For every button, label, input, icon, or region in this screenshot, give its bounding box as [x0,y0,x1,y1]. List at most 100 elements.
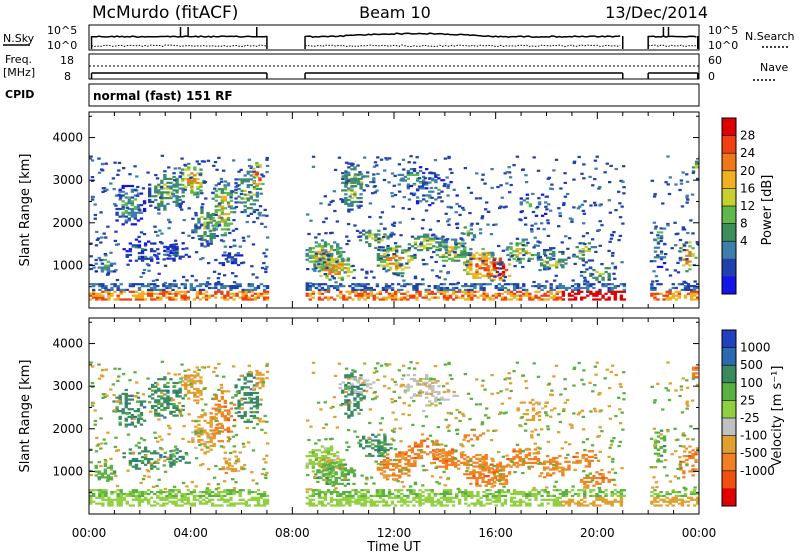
range-cell [360,285,364,288]
range-cell [147,459,151,463]
range-cell [136,421,141,424]
range-cell [354,489,358,492]
range-cell [527,252,532,255]
range-cell [430,256,434,259]
range-cell [250,290,255,293]
range-cell [485,296,489,299]
range-cell [314,256,319,259]
range-cell [680,205,685,208]
range-cell [445,504,450,507]
range-cell [581,253,585,256]
range-cell [177,504,181,507]
range-cell [686,198,690,201]
range-cell [110,498,114,501]
range-cell [668,500,672,503]
range-cell [92,290,96,293]
range-cell [122,298,126,301]
range-cell [356,177,360,181]
range-cell [433,492,437,496]
range-cell [442,492,447,496]
range-cell [509,298,514,301]
range-cell [484,263,488,266]
range-cell [397,173,401,177]
range-cell [376,264,381,267]
range-cell [230,256,235,259]
range-cell [336,492,340,496]
range-cell [203,442,207,446]
range-cell [357,235,361,239]
range-cell [187,368,191,371]
range-cell [263,225,268,229]
range-cell [577,286,581,290]
range-cell [233,462,238,465]
range-cell [178,257,182,260]
range-cell [223,415,228,418]
range-cell [186,492,190,496]
range-cell [457,255,461,259]
range-cell [577,292,581,295]
range-cell [189,288,194,292]
range-cell [498,276,503,279]
range-cell [442,491,447,494]
range-cell [580,296,584,299]
range-cell [106,260,111,263]
range-cell [237,378,241,381]
range-cell [594,167,598,170]
range-cell [447,250,452,253]
range-cell [685,194,689,197]
range-cell [209,240,213,243]
range-cell [122,167,126,170]
range-cell [384,290,389,293]
range-cell [112,470,117,473]
range-cell [487,257,491,260]
range-cell [470,292,474,295]
range-cell [340,276,344,279]
range-cell [613,265,618,269]
range-cell [203,234,207,238]
range-cell [485,292,489,295]
range-cell [353,184,358,188]
range-cell [208,494,212,498]
range-cell [319,274,323,278]
range-cell [131,492,136,496]
range-cell [619,494,624,498]
range-cell [311,455,315,458]
range-cell [191,419,195,423]
range-cell [201,502,206,505]
range-cell [169,187,173,190]
range-cell [421,494,425,498]
range-cell [497,496,502,499]
range-cell [352,269,357,272]
range-cell [377,239,381,242]
range-cell [685,173,689,176]
range-cell [613,492,617,496]
range-cell [437,276,442,279]
range-cell [378,298,383,301]
range-cell [418,498,422,501]
range-cell [649,231,654,234]
range-cell [237,405,241,408]
range-cell [328,269,332,272]
range-cell [329,249,334,252]
range-cell [603,171,607,174]
range-cell [109,262,114,265]
range-cell [122,492,126,496]
range-cell [689,290,694,293]
range-cell [651,280,655,283]
range-cell [357,296,361,299]
range-cell [418,283,422,286]
range-cell [234,191,238,194]
range-cell [410,235,415,238]
range-cell [325,272,329,276]
range-cell [244,288,248,292]
range-cell [577,494,581,498]
range-cell [671,504,675,507]
range-cell [654,275,659,278]
range-cell [109,476,114,479]
range-cell [366,294,370,297]
range-cell [363,498,367,501]
range-cell [246,184,250,187]
range-cell [619,492,624,496]
range-cell [173,179,177,182]
range-cell [155,177,160,180]
